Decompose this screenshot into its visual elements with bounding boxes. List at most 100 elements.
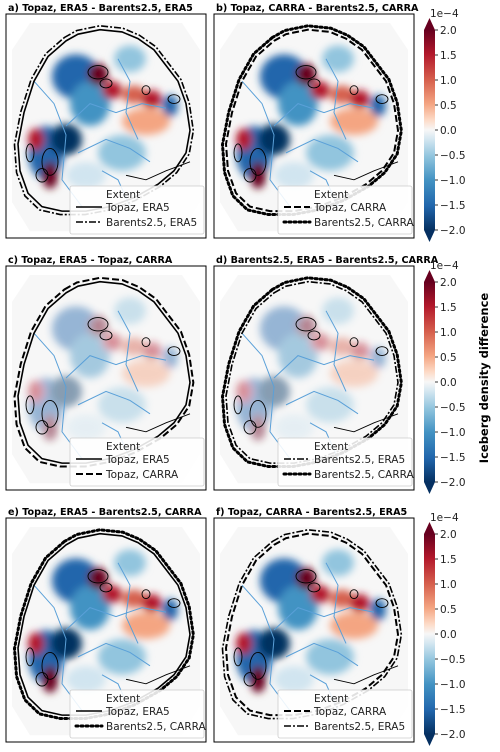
density-anomaly	[66, 665, 106, 693]
colorbar-extend-min	[424, 230, 435, 242]
density-anomaly	[102, 81, 122, 100]
island-outline	[87, 569, 109, 584]
colorbar-tick-label: 0.5	[440, 100, 457, 112]
density-anomaly	[330, 108, 378, 135]
contour-line	[325, 310, 347, 392]
colorbar-exponent: 1e−4	[430, 512, 459, 524]
density-anomaly	[236, 128, 252, 151]
island-outline	[141, 589, 151, 600]
density-anomaly	[98, 386, 146, 423]
coastlines	[25, 317, 191, 435]
island-outline	[99, 330, 113, 341]
density-anomaly	[162, 346, 178, 370]
density-anomaly	[122, 108, 170, 135]
legend-title: Extent	[314, 189, 348, 201]
coastlines	[25, 569, 191, 687]
bathymetry-contours	[33, 58, 167, 207]
contour-line	[325, 58, 347, 140]
legend-entry: Topaz, CARRA	[313, 202, 387, 214]
island-outline	[243, 168, 257, 183]
map-panel-f: f) Topaz, CARRA - Barents2.5, ERA5 Extent…	[213, 507, 415, 743]
contour-line	[241, 332, 291, 459]
colorbar-gradient	[424, 30, 435, 230]
density-anomaly	[122, 612, 170, 639]
contour-line	[241, 80, 291, 207]
colorbar-tick-label: −0.5	[440, 402, 466, 414]
island-outline	[233, 143, 243, 163]
contour-line	[117, 562, 139, 644]
colorbar-1: 2.0 1.5 1.0 0.5 0.0 −0.5 −1.0 −1.5 −2.0 1e−4	[424, 8, 466, 242]
density-field	[236, 45, 386, 189]
density-anomaly	[114, 549, 146, 577]
colorbar-gradient	[424, 534, 435, 734]
colorbar-tick-label: 1.5	[440, 50, 457, 62]
island-outline	[249, 147, 267, 176]
panel-title: c) Topaz, ERA5 - Topaz, CARRA	[8, 255, 173, 266]
extent-line-solid	[17, 532, 191, 716]
colorbar-tick-label: −2.0	[440, 729, 466, 741]
colorbar-tick-label: 0.5	[440, 604, 457, 616]
colorbar-extend-max	[424, 522, 435, 534]
colorbar-tick-label: −1.0	[440, 427, 466, 439]
density-anomaly	[66, 413, 106, 441]
colorbar-tick-label: 0.0	[440, 629, 457, 641]
legend-entry: Topaz, CARRA	[313, 706, 387, 718]
legend-title: Extent	[106, 189, 140, 201]
legend-entry: Topaz, ERA5	[105, 202, 170, 214]
legend-entry: Barents2.5, CARRA	[314, 217, 414, 229]
density-anomaly	[296, 63, 316, 86]
contour-line	[77, 390, 151, 415]
legend-box	[69, 185, 205, 235]
density-anomaly	[310, 333, 330, 352]
density-anomaly	[274, 161, 314, 189]
contour-line	[285, 642, 359, 667]
extent-line-dashdot	[225, 280, 399, 464]
contour-line	[77, 642, 151, 667]
island-outline	[167, 346, 181, 357]
island-outline	[25, 143, 35, 163]
panel-title: e) Topaz, ERA5 - Barents2.5, CARRA	[8, 507, 202, 518]
island-outline	[41, 399, 59, 428]
contour-line	[33, 332, 83, 459]
island-outline	[243, 672, 257, 687]
island-outline	[375, 346, 389, 357]
colorbar-tick-label: 1.5	[440, 554, 457, 566]
island-outline	[41, 147, 59, 176]
colorbar-gradient	[424, 282, 435, 482]
density-anomaly	[274, 665, 314, 693]
density-anomaly	[102, 585, 122, 604]
colorbar-tick-label: −1.0	[440, 679, 466, 691]
legend-entry: Topaz, ERA5	[105, 706, 170, 718]
colorbar-extend-max	[424, 270, 435, 282]
island-outline	[349, 337, 359, 348]
map-panel-b: b) Topaz, CARRA - Barents2.5, CARRA Exten…	[213, 3, 419, 239]
island-outline	[295, 317, 317, 332]
legend-entry: Barents2.5, CARRA	[106, 721, 206, 733]
density-anomaly	[88, 63, 108, 86]
mainland-coast	[333, 413, 399, 433]
contour-line	[325, 562, 347, 644]
island-outline	[87, 317, 109, 332]
colorbar-tick-label: −2.0	[440, 477, 466, 489]
colorbar-tick-label: 2.0	[440, 529, 457, 541]
island-outline	[41, 651, 59, 680]
panel-title: d) Barents2.5, ERA5 - Barents2.5, CARRA	[216, 255, 439, 266]
contour-line	[77, 138, 151, 163]
density-anomaly	[322, 549, 354, 577]
colorbar-3: 2.0 1.5 1.0 0.5 0.0 −0.5 −1.0 −1.5 −2.0 1e−4	[424, 512, 466, 746]
density-anomaly	[122, 360, 170, 387]
density-anomaly	[306, 386, 354, 423]
island-outline	[141, 337, 151, 348]
density-anomaly	[98, 638, 146, 675]
colorbar-extend-min	[424, 734, 435, 746]
colorbar-tick-label: 1.0	[440, 75, 457, 87]
density-anomaly	[236, 380, 252, 403]
density-anomaly	[236, 632, 252, 655]
contour-line	[33, 584, 83, 711]
mainland-coast	[125, 665, 191, 685]
density-anomaly	[306, 134, 354, 171]
density-anomaly	[102, 333, 122, 352]
colorbar-extend-min	[424, 482, 435, 494]
legend-box	[69, 437, 205, 487]
